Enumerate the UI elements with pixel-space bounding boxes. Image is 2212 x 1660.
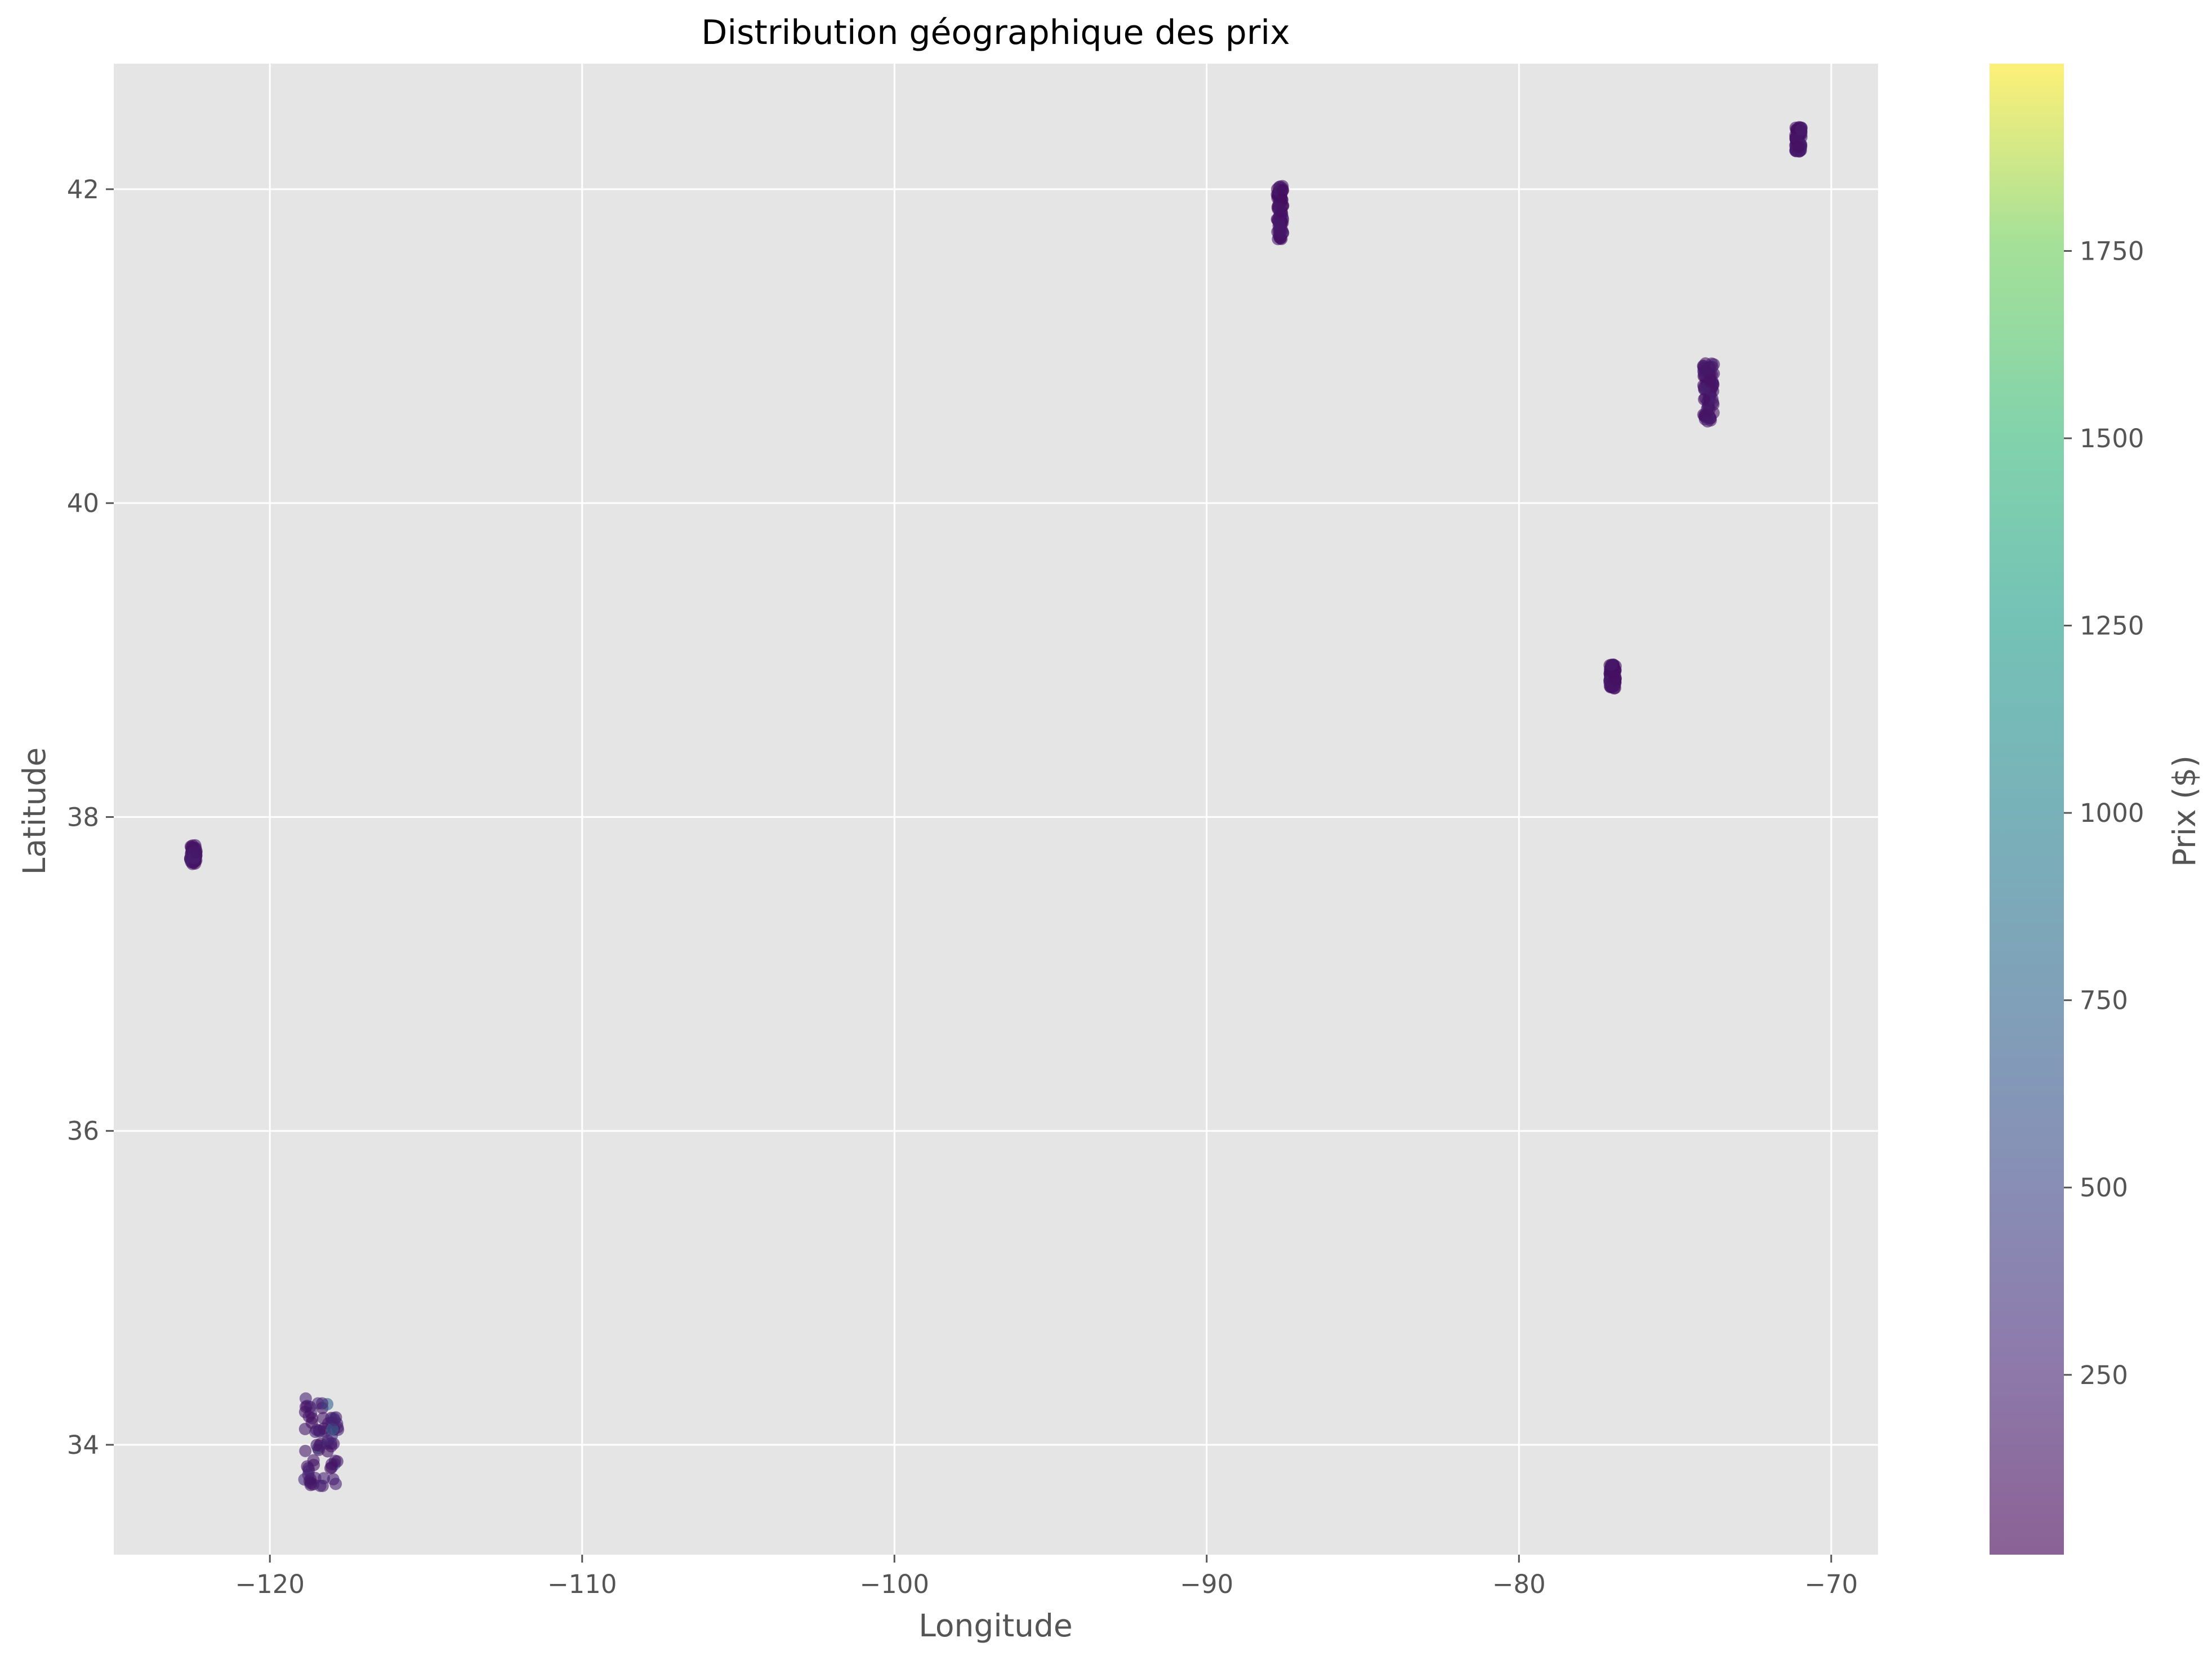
colorbar-label: Prix ($)	[2166, 755, 2202, 867]
x-tick-label: −110	[547, 1569, 617, 1599]
colorbar-tick-label: 500	[2080, 1173, 2128, 1203]
y-tick-label: 40	[67, 488, 99, 518]
scatter-point-cluster-1	[310, 1439, 323, 1452]
plot-area	[114, 64, 1878, 1555]
y-tick-label: 36	[67, 1116, 99, 1146]
y-axis-ticks: 34 36 38 40 42	[67, 175, 114, 1460]
colorbar-tick-label: 1750	[2080, 237, 2144, 266]
scatter-point-cluster-3	[1605, 658, 1618, 671]
x-tick-label: −100	[859, 1569, 929, 1599]
scatter-point-cluster-1	[304, 1476, 317, 1489]
x-tick-label: −120	[235, 1569, 305, 1599]
colorbar-tick-label: 750	[2080, 986, 2128, 1016]
data-points	[184, 121, 1808, 1492]
grid	[114, 64, 1878, 1555]
scatter-point-cluster-1	[299, 1400, 312, 1413]
colorbar-tick-label: 1500	[2080, 424, 2144, 453]
y-axis-label: Latitude	[16, 747, 52, 875]
scatter-point-cluster-3	[1609, 674, 1622, 687]
scatter-point-cluster-2	[1274, 226, 1287, 239]
scatter-point-cluster-1	[307, 1454, 320, 1467]
scatter-point-cluster-2	[1272, 202, 1285, 215]
scatter-point-cluster-4	[1698, 393, 1711, 406]
chart-title: Distribution géographique des prix	[701, 13, 1290, 52]
scatter-point-cluster-2	[1276, 184, 1289, 197]
scatter-point-cluster-2	[1272, 215, 1285, 228]
scatter-point-cluster-1	[306, 1412, 319, 1425]
y-tick-label: 34	[67, 1430, 99, 1460]
colorbar-tick-label: 1250	[2080, 611, 2144, 641]
y-tick-label: 42	[67, 175, 99, 204]
scatter-point-cluster-1	[299, 1444, 312, 1457]
scatter-point-cluster-1	[310, 1423, 323, 1436]
scatter-point-cluster-1	[316, 1397, 329, 1410]
colorbar	[1990, 64, 2064, 1555]
colorbar-tick-label: 1000	[2080, 798, 2144, 828]
scatter-point-cluster-0	[190, 846, 203, 859]
y-tick-label: 38	[67, 802, 99, 832]
scatter-point-cluster-5	[1795, 123, 1808, 136]
scatter-point-cluster-1	[302, 1464, 315, 1477]
x-tick-label: −90	[1180, 1569, 1233, 1599]
scatter-point-cluster-1	[316, 1479, 329, 1492]
scatter-point-cluster-1	[329, 1477, 342, 1490]
x-tick-label: −70	[1804, 1569, 1858, 1599]
x-axis-label: Longitude	[918, 1608, 1073, 1644]
scatter-point-cluster-4	[1701, 415, 1714, 428]
scatter-point-cluster-4	[1697, 360, 1710, 373]
scatter-point-cluster-5	[1792, 140, 1805, 153]
x-axis-ticks: −120 −110 −100 −90 −80 −70	[235, 1555, 1858, 1599]
colorbar-ticks: 250 500 750 1000 1250 1500 1750	[2064, 237, 2144, 1390]
scatter-point-cluster-1	[328, 1413, 341, 1426]
scatter-point-cluster-4	[1703, 375, 1716, 388]
scatter-point-cluster-1	[331, 1455, 344, 1468]
colorbar-tick-label: 250	[2080, 1360, 2128, 1390]
x-tick-label: −80	[1492, 1569, 1546, 1599]
scatter-point-cluster-1	[326, 1423, 339, 1436]
